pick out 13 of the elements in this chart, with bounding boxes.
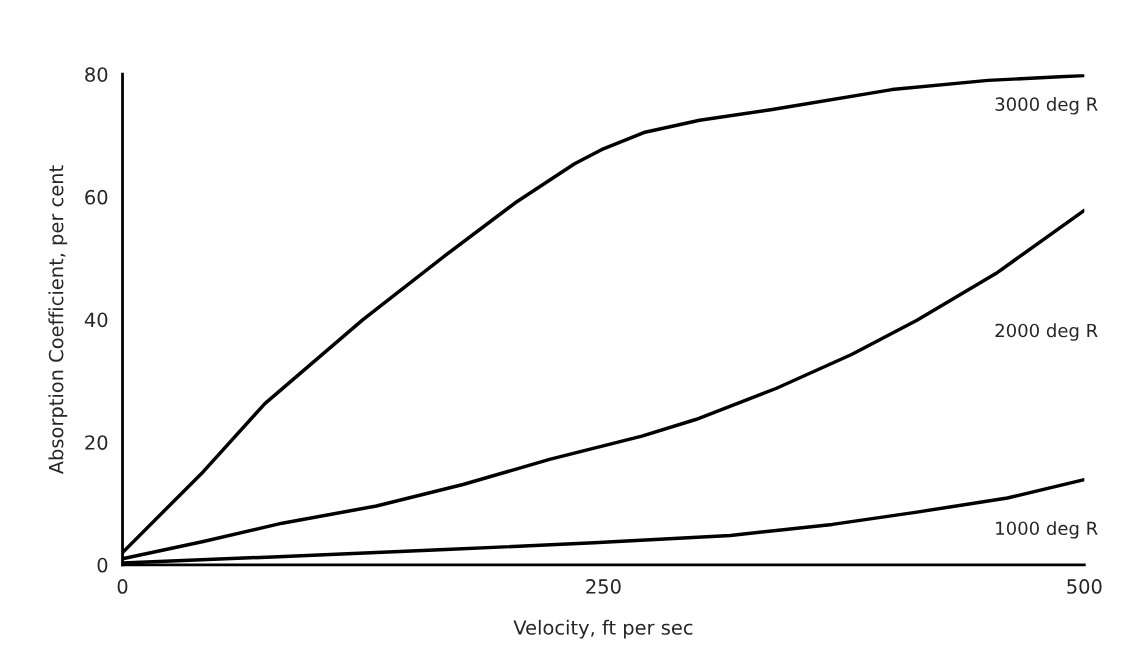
- y-axis-title: Absorption Coefficient, per cent: [48, 165, 68, 475]
- x-tick-label: 0: [117, 579, 128, 594]
- x-axis-title: Velocity, ft per sec: [513, 619, 693, 639]
- series-label: 1000 deg R: [996, 521, 1098, 539]
- y-tick-label: 20: [85, 435, 108, 450]
- y-tick-label: 0: [97, 557, 108, 573]
- x-tick-label: 250: [586, 579, 621, 594]
- y-tick-label: 60: [85, 189, 108, 205]
- text: 2000 deg R: [995, 323, 1098, 341]
- series-label: 3000 deg R: [995, 97, 1098, 115]
- x-tick-label: 500: [1067, 579, 1102, 594]
- y-tick-label: 80: [85, 67, 108, 82]
- y-tick-label: 40: [84, 312, 108, 328]
